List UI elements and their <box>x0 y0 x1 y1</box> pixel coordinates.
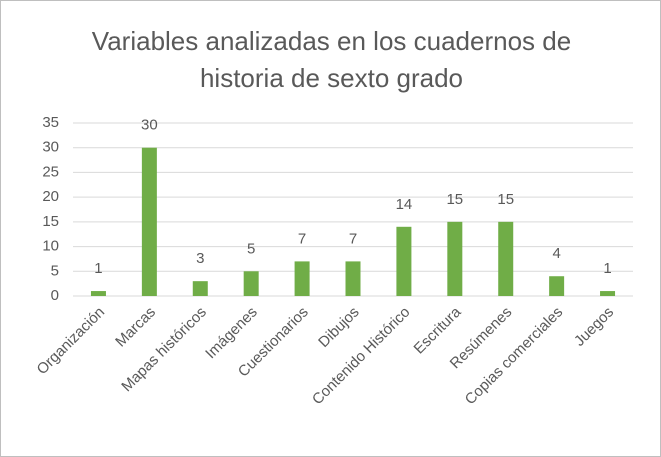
bar <box>600 291 616 296</box>
y-tick-label: 25 <box>42 163 59 180</box>
chart-title: Variables analizadas en los cuadernos de… <box>91 26 572 93</box>
data-label: 3 <box>196 250 204 267</box>
x-tick-label: Marcas <box>112 304 159 351</box>
data-label: 15 <box>497 191 514 208</box>
x-tick-label: Contenido Histórico <box>309 304 414 409</box>
y-tick-label: 10 <box>42 238 59 255</box>
bar <box>243 271 259 296</box>
data-label: 1 <box>94 260 102 277</box>
bar <box>90 291 106 296</box>
x-tick-label: Dibujos <box>315 304 362 351</box>
bar <box>345 261 361 296</box>
x-tick-label: Organización <box>34 304 109 379</box>
bar <box>447 221 463 296</box>
data-label: 7 <box>298 230 306 247</box>
bar <box>294 261 310 296</box>
data-label: 7 <box>349 230 357 247</box>
bar <box>498 221 514 296</box>
y-tick-label: 20 <box>42 188 59 205</box>
data-label: 5 <box>247 240 255 257</box>
bar <box>396 226 412 296</box>
x-tick-label: Juegos <box>571 304 617 350</box>
bar <box>549 276 565 296</box>
x-tick-label: Copias comerciales <box>462 304 567 409</box>
y-tick-label: 5 <box>51 262 59 279</box>
data-label: 15 <box>446 191 463 208</box>
data-label: 4 <box>552 245 560 262</box>
bar <box>192 281 208 296</box>
y-tick-label: 15 <box>42 213 59 230</box>
y-tick-label: 0 <box>51 287 59 304</box>
bar <box>141 147 157 296</box>
y-tick-label: 35 <box>42 114 59 131</box>
data-label: 30 <box>141 117 158 134</box>
data-label: 14 <box>396 196 413 213</box>
y-tick-label: 30 <box>42 139 59 156</box>
data-label: 1 <box>603 260 611 277</box>
